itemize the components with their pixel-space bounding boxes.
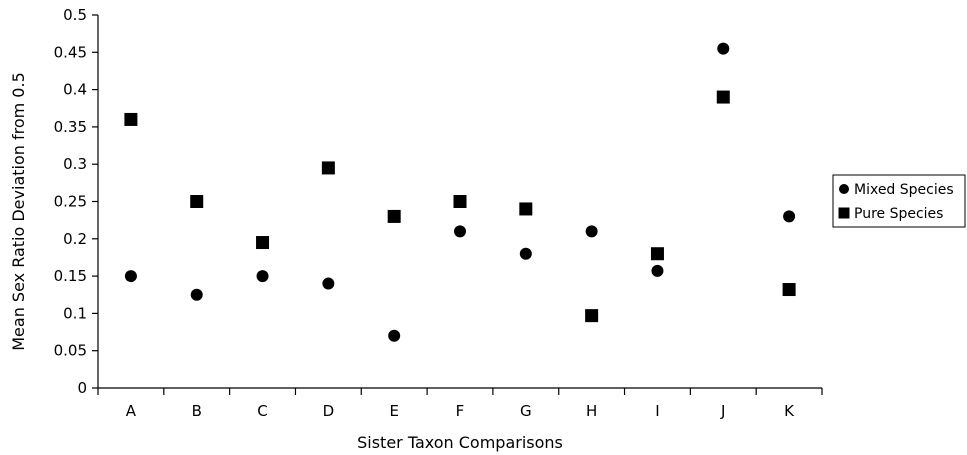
legend-circle-marker: [839, 184, 849, 194]
pure-species-point: [585, 309, 598, 322]
x-axis: A B C D E F G H I J K: [98, 388, 822, 420]
x-axis-title: Sister Taxon Comparisons: [357, 433, 563, 452]
pure-species-point: [388, 210, 401, 223]
plot-points: [124, 43, 795, 342]
x-tick-label: G: [520, 402, 532, 420]
mixed-species-point: [454, 225, 466, 237]
y-tick-label: 0.5: [63, 6, 87, 24]
mixed-species-point: [257, 270, 269, 282]
mixed-species-point: [125, 270, 137, 282]
x-tick-label: I: [655, 402, 659, 420]
mixed-species-point: [388, 330, 400, 342]
y-tick-label: 0.2: [63, 230, 87, 248]
x-tick-label: A: [126, 402, 137, 420]
x-tick-label: C: [257, 402, 267, 420]
pure-species-point: [717, 91, 730, 104]
legend-label: Mixed Species: [854, 182, 954, 198]
x-tick-label: H: [586, 402, 597, 420]
y-tick-label: 0.35: [54, 118, 87, 136]
pure-species-point: [256, 236, 269, 249]
mixed-species-point: [717, 43, 729, 55]
mixed-species-point: [651, 265, 663, 277]
mixed-species-point: [783, 210, 795, 222]
x-tick-label: F: [456, 402, 465, 420]
pure-species-point: [651, 247, 664, 260]
legend-square-marker: [839, 208, 850, 219]
y-tick-label: 0.25: [54, 193, 87, 211]
y-axis-title: Mean Sex Ratio Deviation from 0.5: [9, 72, 28, 351]
y-tick-label: 0.15: [54, 267, 87, 285]
y-tick-label: 0.45: [54, 43, 87, 61]
y-tick-label: 0.4: [63, 81, 87, 99]
y-tick-label: 0: [77, 379, 87, 397]
mixed-species-point: [520, 248, 532, 260]
x-tick-label: K: [784, 402, 795, 420]
pure-species-point: [124, 113, 137, 126]
y-tick-label: 0.3: [63, 155, 87, 173]
y-axis: 0 0.05 0.1 0.15 0.2 0.25 0.3 0.35 0.4 0.45 0.5: [54, 6, 98, 397]
pure-species-point: [190, 195, 203, 208]
x-tick-label: J: [720, 402, 725, 420]
mixed-species-point: [322, 278, 334, 290]
pure-species-point: [322, 161, 335, 174]
pure-species-point: [454, 195, 467, 208]
x-tick-label: B: [192, 402, 202, 420]
y-tick-label: 0.05: [54, 342, 87, 360]
mixed-species-point: [191, 289, 203, 301]
legend-label: Pure Species: [854, 206, 943, 222]
mixed-species-point: [586, 225, 598, 237]
pure-species-point: [519, 202, 532, 215]
legend: Mixed Species Pure Species: [833, 175, 965, 227]
x-tick-label: D: [323, 402, 335, 420]
y-tick-label: 0.1: [63, 304, 87, 322]
x-tick-label: E: [389, 402, 398, 420]
pure-species-point: [783, 283, 796, 296]
